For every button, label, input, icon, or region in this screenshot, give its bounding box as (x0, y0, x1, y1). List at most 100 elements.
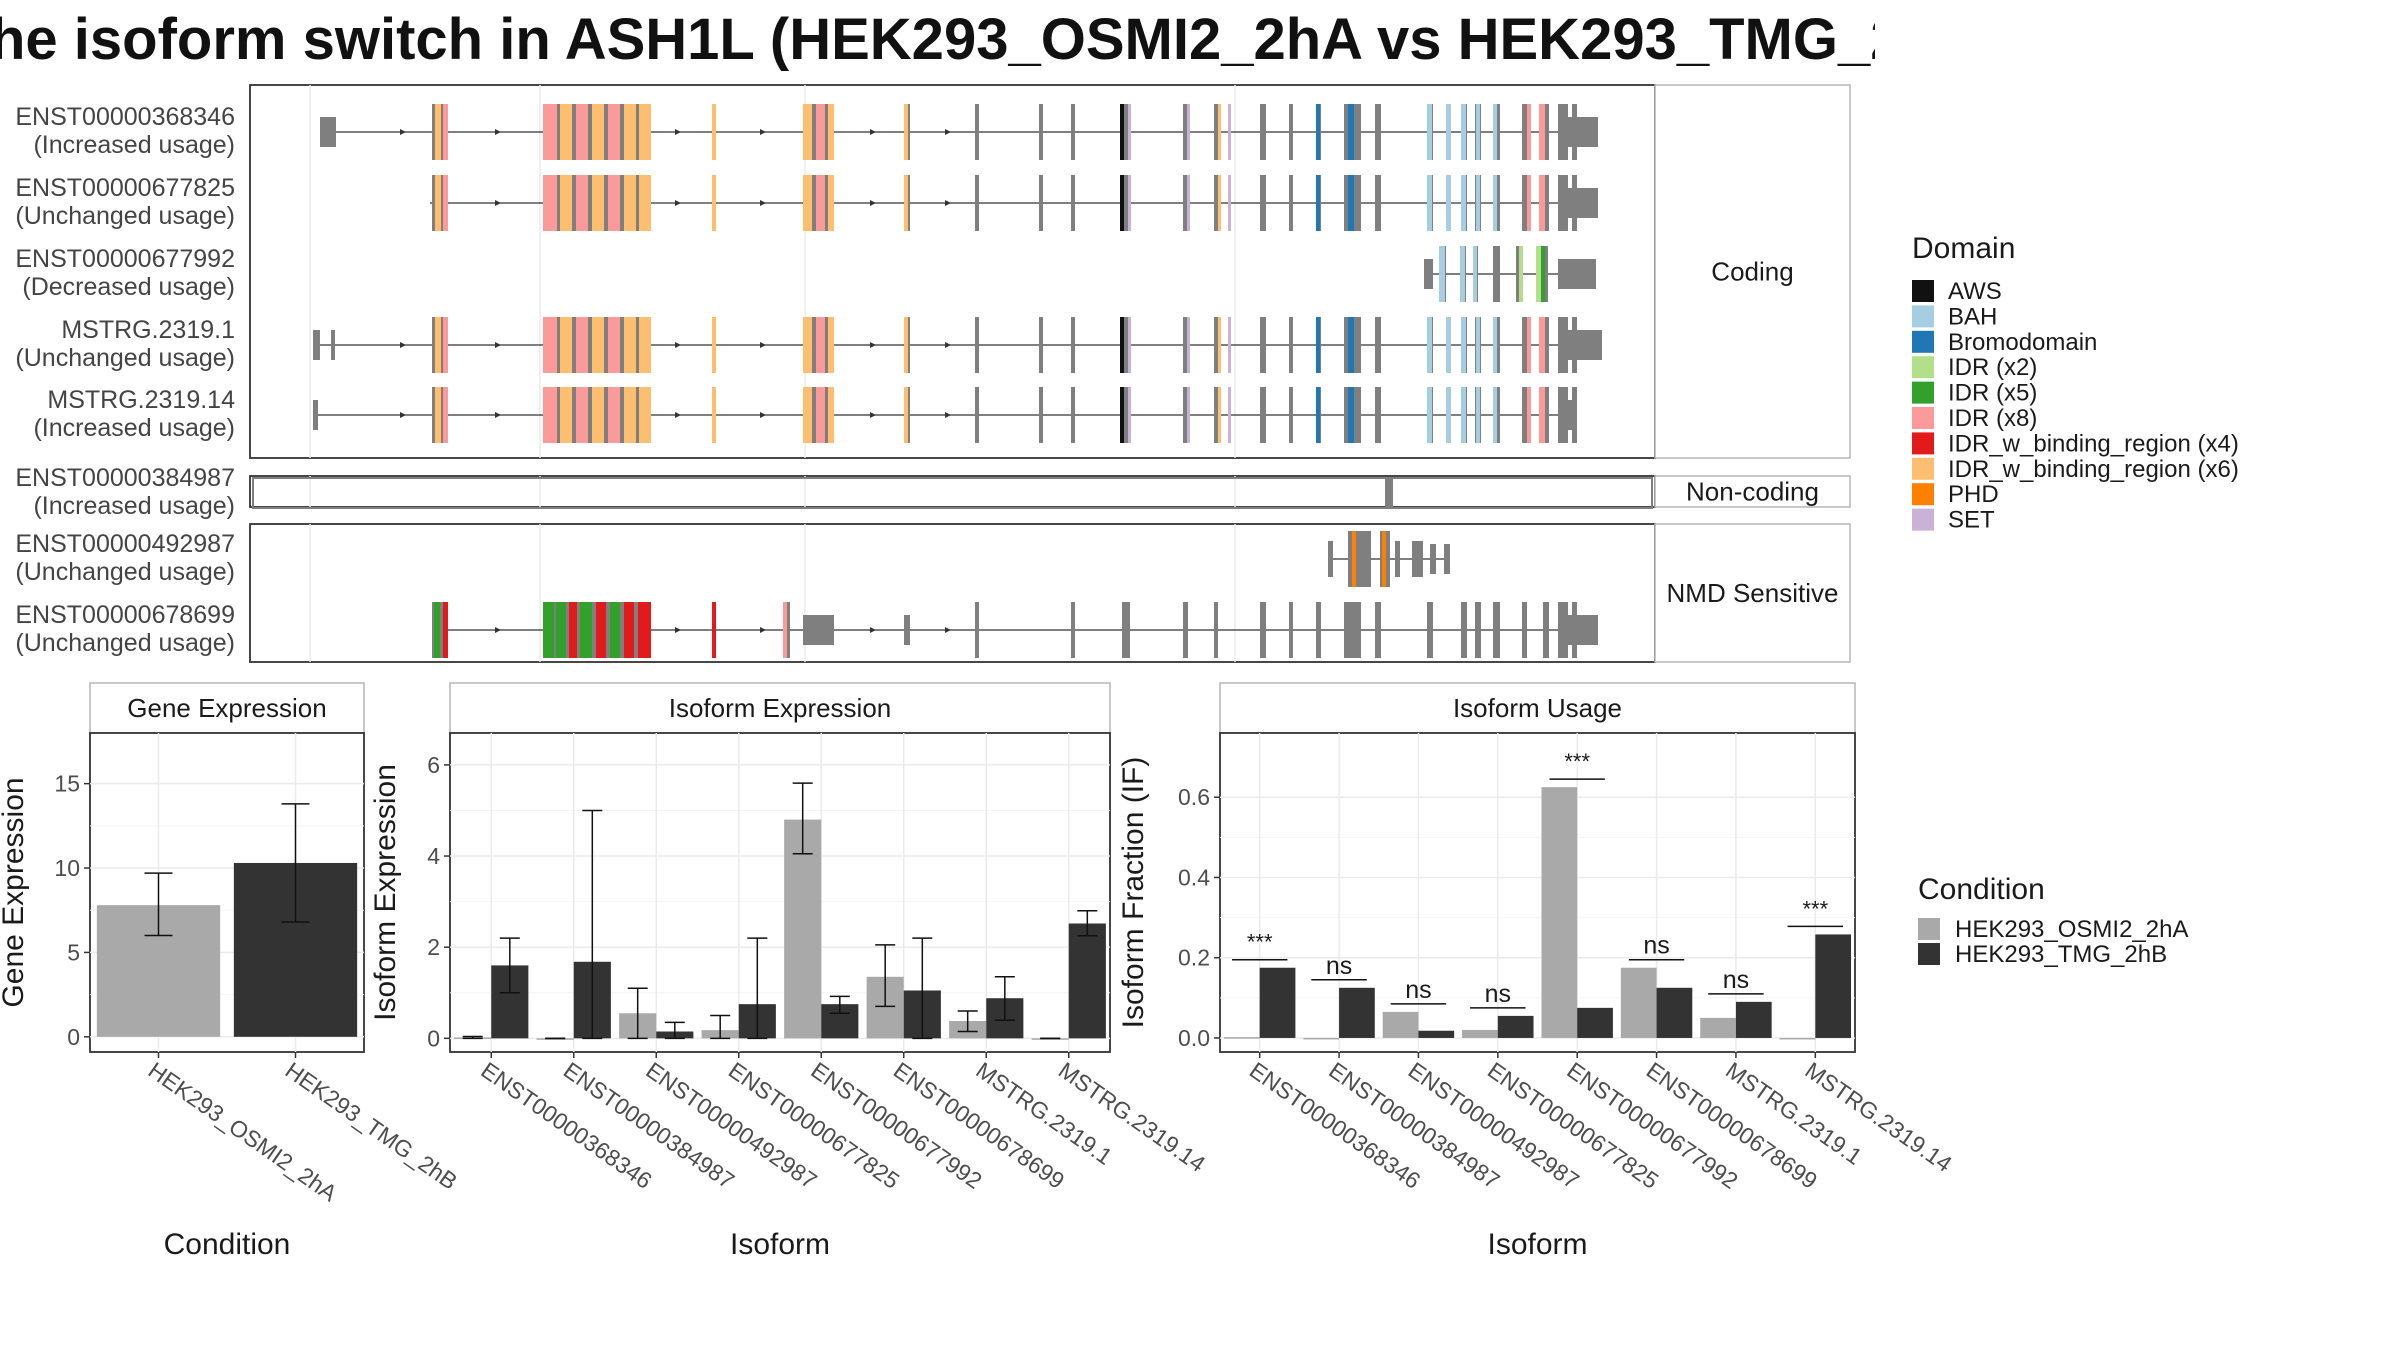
bar (1068, 923, 1106, 1039)
domain-segment (1461, 104, 1466, 160)
domain-segment (624, 104, 636, 160)
exon (1375, 175, 1381, 231)
exon (1039, 104, 1043, 160)
domain-segment (803, 175, 812, 231)
exon (1558, 188, 1598, 218)
domain-segment (1120, 104, 1124, 160)
exon (1039, 387, 1043, 443)
exon (1289, 175, 1293, 231)
y-tick-label: 4 (427, 843, 440, 869)
exon (1260, 317, 1266, 373)
bar (1339, 987, 1375, 1038)
domain-legend-label: IDR (x8) (1948, 405, 2037, 432)
legend-swatch (1912, 280, 1934, 302)
x-tick-label: MSTRG.2319.14 (1054, 1057, 1210, 1177)
strand-arrow (495, 200, 501, 206)
domain-segment (1120, 175, 1124, 231)
structure-panel-0 (249, 84, 1656, 459)
y-axis-label: Gene Expression (0, 777, 30, 1007)
condition-legend-label: HEK293_OSMI2_2hA (1955, 916, 2188, 943)
domain-segment (816, 387, 825, 443)
isoform-usage-label: (Increased usage) (33, 414, 235, 442)
y-tick-label: 0 (67, 1024, 80, 1050)
x-axis-label: Condition (164, 1228, 291, 1261)
exon (1522, 387, 1527, 443)
domain-segment (1446, 175, 1451, 231)
panel-strip (449, 682, 1111, 734)
domain-segment (1476, 175, 1480, 231)
exon (1348, 531, 1371, 587)
x-tick-label: MSTRG.2319.1 (971, 1057, 1117, 1170)
y-axis-label: Isoform Fraction (IF) (1117, 757, 1150, 1029)
exon (1493, 246, 1500, 302)
exon (1558, 117, 1598, 147)
strand-arrow (675, 129, 681, 135)
domain-segment (639, 175, 651, 231)
domain-segment (543, 104, 557, 160)
domain-segment (639, 104, 651, 160)
domain-segment (1228, 317, 1231, 373)
domain-segment (1218, 317, 1221, 373)
bar (1577, 1007, 1613, 1038)
strand-arrow (945, 627, 951, 633)
legend-swatch (1912, 483, 1934, 506)
strand-arrow (675, 342, 681, 348)
domain-segment (608, 175, 620, 231)
domain-segment (443, 387, 448, 443)
domain-segment (1493, 104, 1497, 160)
domain-segment (434, 602, 440, 658)
domain-segment (712, 175, 716, 231)
y-tick-label: 15 (54, 771, 80, 797)
bar (1620, 967, 1657, 1038)
isoform-id-label: MSTRG.2319.14 (47, 386, 235, 414)
exon (1071, 317, 1075, 373)
exon (1558, 330, 1602, 360)
domain-segment (443, 602, 448, 658)
strand-arrow (400, 129, 406, 135)
domain-segment (543, 387, 557, 443)
x-tick-label: MSTRG.2319.14 (1800, 1057, 1956, 1177)
exon (1375, 317, 1381, 373)
domain-segment (1493, 387, 1497, 443)
exon (1461, 602, 1467, 658)
exon (1260, 175, 1266, 231)
domain-segment (596, 602, 606, 658)
exon (1444, 544, 1450, 574)
isoform-usage-label: (Unchanged usage) (15, 629, 235, 657)
domain-segment (1348, 387, 1354, 443)
domain-segment (816, 104, 825, 160)
exon (1183, 104, 1188, 160)
domain-segment (592, 387, 604, 443)
domain-legend-label: PHD (1948, 481, 1999, 508)
domain-segment (1427, 104, 1432, 160)
exon (1289, 602, 1293, 658)
domain-legend-label: IDR_w_binding_region (x6) (1948, 456, 2239, 483)
domain-legend-title: Domain (1912, 232, 2015, 265)
exon (1558, 400, 1575, 430)
domain-segment (624, 175, 636, 231)
domain-segment (1187, 387, 1190, 443)
exon (1558, 615, 1598, 645)
domain-segment (1316, 387, 1320, 443)
domain-segment (592, 104, 604, 160)
domain-segment (816, 175, 825, 231)
isoform-usage-label: (Increased usage) (33, 131, 235, 159)
exon (1122, 104, 1130, 160)
exon (904, 615, 910, 645)
significance-label: *** (1247, 930, 1273, 955)
isoform-id-label: ENST00000678699 (15, 601, 235, 629)
y-tick-label: 0.4 (1178, 864, 1210, 890)
exon (1260, 387, 1266, 443)
strand-arrow (760, 200, 766, 206)
domain-segment (1187, 175, 1190, 231)
bar (1735, 1001, 1772, 1038)
strand-arrow (870, 627, 876, 633)
figure-title: he isoform switch in ASH1L (HEK293_OSMI2… (0, 7, 1875, 72)
domain-segment (1476, 387, 1480, 443)
strand-arrow (760, 129, 766, 135)
domain-segment (1316, 317, 1320, 373)
noncoding-transcript (252, 477, 1653, 509)
domain-segment (1493, 175, 1497, 231)
isoform-id-label: MSTRG.2319.1 (61, 316, 235, 344)
strand-arrow (870, 200, 876, 206)
